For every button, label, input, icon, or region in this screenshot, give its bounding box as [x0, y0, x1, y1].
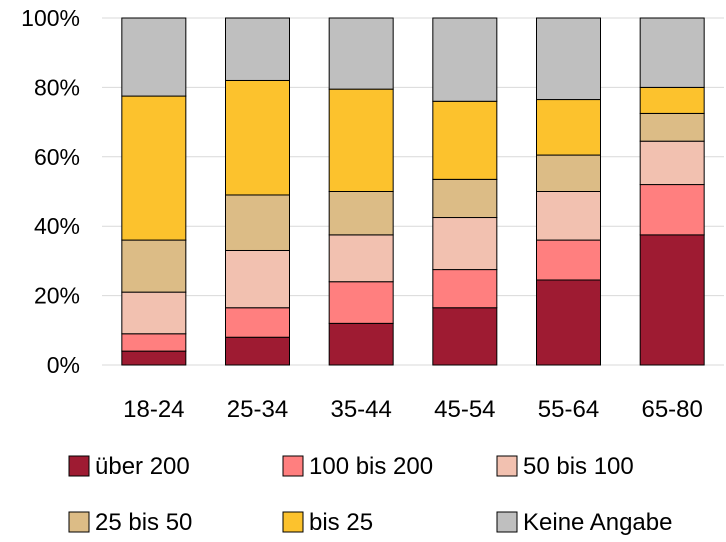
- bar-segment: [536, 154, 601, 193]
- bar-segment: [639, 112, 705, 142]
- y-tick-label: 20%: [34, 283, 80, 309]
- bar-segment: [121, 17, 187, 97]
- legend-swatch: [282, 455, 304, 477]
- x-axis-category-labels: 18-24 25-34 35-44 45-54 55-64 65-80: [123, 396, 703, 423]
- legend-swatch: [496, 511, 518, 533]
- y-tick-label: 100%: [21, 5, 80, 31]
- legend-label: 100 bis 200: [309, 453, 433, 480]
- legend: über 200 100 bis 200 50 bis 100 25 bis 50 bi…: [68, 453, 672, 536]
- bar-segment: [432, 178, 498, 219]
- bar-segment: [536, 279, 601, 366]
- bar-segment: [225, 307, 290, 338]
- y-tick-label: 80%: [34, 74, 80, 100]
- bar-segment: [639, 140, 705, 186]
- bar-segment: [328, 17, 394, 90]
- legend-swatch: [68, 511, 90, 533]
- bar-segment: [121, 333, 187, 352]
- y-tick-label: 0%: [47, 352, 80, 378]
- legend-swatch: [282, 511, 304, 533]
- bar-segment: [536, 99, 601, 156]
- legend-label: 25 bis 50: [95, 509, 192, 536]
- bar-segment: [121, 291, 187, 335]
- bar-segment: [328, 234, 394, 283]
- bar-segment: [432, 17, 498, 102]
- gridlines: [102, 17, 724, 366]
- y-tick-label: 60%: [34, 144, 80, 170]
- x-category-label: 18-24: [123, 396, 184, 423]
- x-category-label: 35-44: [330, 396, 391, 423]
- legend-label: Keine Angabe: [523, 509, 672, 536]
- bar-segment: [536, 191, 601, 241]
- bar-segment: [536, 17, 601, 101]
- bar-segment: [121, 350, 187, 366]
- bar-segment: [432, 100, 498, 180]
- bar-segment: [328, 281, 394, 324]
- bars: [121, 17, 705, 366]
- legend-swatch: [68, 455, 90, 477]
- bar-segment: [225, 336, 290, 366]
- legend-swatch: [496, 455, 518, 477]
- bar-segment: [225, 79, 290, 196]
- bar-segment: [225, 194, 290, 251]
- bar-segment: [536, 239, 601, 281]
- x-category-label: 65-80: [641, 396, 702, 423]
- legend-label: 50 bis 100: [523, 453, 634, 480]
- legend-label: bis 25: [309, 509, 373, 536]
- x-category-label: 55-64: [538, 396, 599, 423]
- y-tick-label: 40%: [34, 213, 80, 239]
- bar-segment: [432, 269, 498, 309]
- x-category-label: 25-34: [227, 396, 288, 423]
- bar-segment: [328, 191, 394, 236]
- bar-segment: [432, 217, 498, 271]
- bar-segment: [639, 184, 705, 236]
- bar-segment: [225, 249, 290, 309]
- x-category-label: 45-54: [434, 396, 495, 423]
- bar-segment: [121, 239, 187, 293]
- legend-label: über 200: [95, 453, 190, 480]
- bar-segment: [225, 17, 290, 81]
- bar-segment: [121, 95, 187, 241]
- bar-segment: [328, 322, 394, 366]
- bar-segment: [639, 86, 705, 114]
- bar-segment: [432, 307, 498, 366]
- bar-segment: [328, 88, 394, 192]
- bar-segment: [639, 234, 705, 366]
- y-axis-tick-labels: 0% 20% 40% 60% 80% 100%: [21, 5, 80, 378]
- bar-segment: [639, 17, 705, 88]
